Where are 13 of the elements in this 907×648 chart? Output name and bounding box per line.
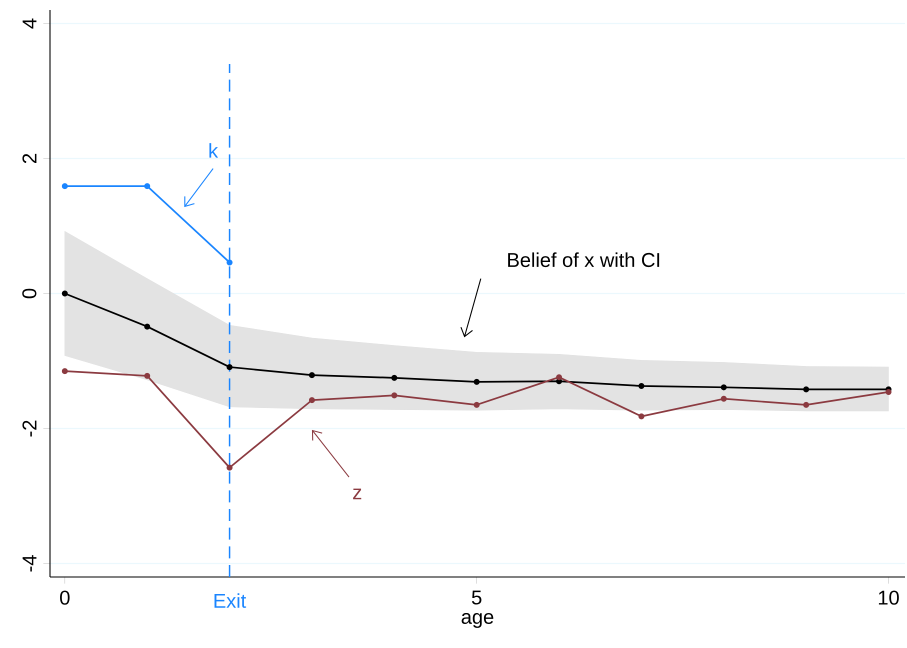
y-tick-label: -2 [22,420,36,437]
annotation: k [209,143,218,158]
y-tick-label: 2 [22,154,36,164]
x-axis-title: age [462,613,494,628]
y-tick-label: 0 [22,288,36,298]
y-tick-label: 4 [22,18,36,29]
x-tick-label: 0 [60,590,70,605]
annotation: z [353,488,362,500]
annotation: Belief of x with CI [508,252,660,268]
x-tick-label: 5 [472,590,482,605]
ref-line-label: Exit [214,593,246,608]
y-tick-label: -4 [22,555,36,572]
x-tick-label: 10 [878,590,899,605]
